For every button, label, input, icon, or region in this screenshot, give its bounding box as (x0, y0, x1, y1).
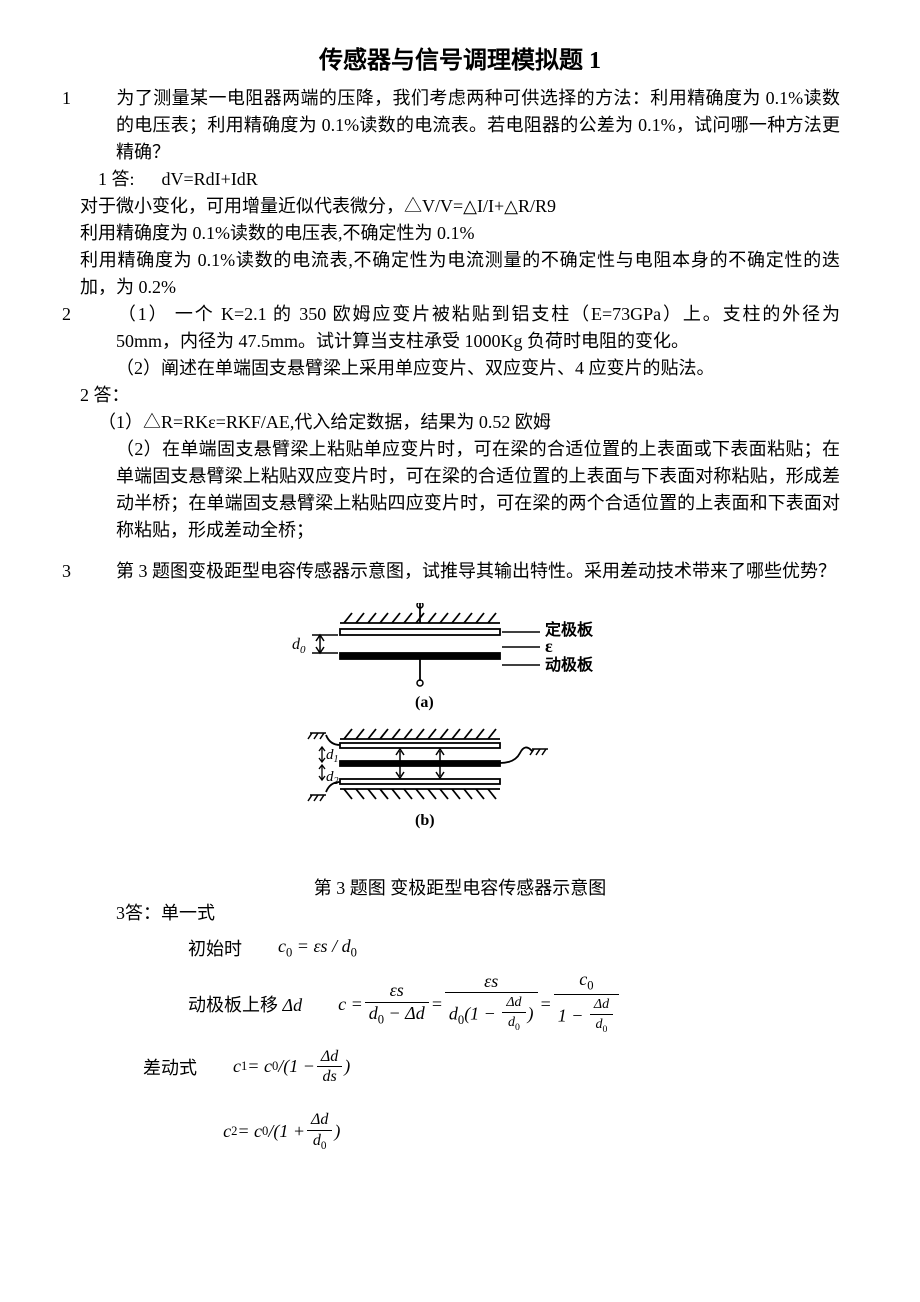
q3-fig-caption: 第 3 题图 变极距型电容传感器示意图 (80, 874, 840, 900)
page-title: 传感器与信号调理模拟题 1 (80, 40, 840, 75)
q2-p1: 2（1） 一个 K=2.1 的 350 欧姆应变片被粘贴到铝支柱（E=73GPa… (80, 301, 840, 355)
q3-num: 3 (89, 558, 116, 585)
fig-label-a: (a) (415, 694, 434, 711)
q2-ans-p1: （1）△R=RKε=RKF/AE,代入给定数据，结果为 0.52 欧姆 (80, 409, 840, 436)
q2-num: 2 (89, 301, 116, 328)
q3-text: 3第 3 题图变极距型电容传感器示意图，试推导其输出特性。采用差动技术带来了哪些… (80, 558, 840, 585)
q2-p2: （2）阐述在单端固支悬臂梁上采用单应变片、双应变片、4 应变片的贴法。 (80, 355, 840, 382)
q1-ans-label-row: 1 答: dV=RdI+IdR (80, 166, 840, 193)
q3-math-move: 动极板上移 Δd c = εsd0 − Δd = εs d0(1 − Δdd0)… (80, 969, 840, 1039)
q3-math-diff1: 差动式 c1 = c0 /(1 − Δdds ) (80, 1047, 840, 1086)
q1-num: 1 (89, 85, 116, 112)
q1-ans-l1: dV=RdI+IdR (162, 169, 258, 189)
q1-body: 为了测量某一电阻器两端的压降，我们考虑两种可供选择的方法：利用精确度为 0.1%… (116, 88, 840, 162)
svg-text:d2: d2 (326, 769, 339, 787)
q3-body: 第 3 题图变极距型电容传感器示意图，试推导其输出特性。采用差动技术带来了哪些优… (116, 561, 836, 581)
q3-lbl-move: 动极板上移 Δd (80, 991, 338, 1017)
q1-ans-label: 1 答: (98, 169, 135, 189)
svg-text:d0: d0 (292, 636, 306, 656)
q3-lbl-init: 初始时 (80, 935, 278, 961)
q1-text: 1为了测量某一电阻器两端的压降，我们考虑两种可供选择的方法：利用精确度为 0.1… (80, 85, 840, 166)
q3-lbl-diff: 差动式 (80, 1054, 233, 1080)
svg-text:d1: d1 (326, 747, 339, 765)
q3-math-diff2: c2 = c0 /(1 + Δdd0 ) (80, 1110, 840, 1153)
q2-ans-label: 2 答： (80, 382, 840, 409)
q2-p1-body: （1） 一个 K=2.1 的 350 欧姆应变片被粘贴到铝支柱（E=73GPa）… (116, 304, 840, 351)
q3-ans-label: 3答：单一式 (80, 900, 840, 927)
svg-text:ε: ε (545, 636, 553, 656)
q1-ans-l4: 利用精确度为 0.1%读数的电流表,不确定性为电流测量的不确定性与电阻本身的不确… (80, 247, 840, 301)
q3-lbl-move-text: 动极板上移 (188, 995, 278, 1015)
q1-ans-l3: 利用精确度为 0.1%读数的电压表,不确定性为 0.1% (80, 220, 840, 247)
q1-ans-l2: 对于微小变化，可用增量近似代表微分，△V/V=△I/I+△R/R9 (80, 193, 840, 220)
q3-figure: 定极板 d0 ε 动极板 (a) (80, 603, 840, 868)
q3-math-init: 初始时 c0 = εs / d0 (80, 935, 840, 961)
document-page: 传感器与信号调理模拟题 1 1为了测量某一电阻器两端的压降，我们考虑两种可供选择… (0, 0, 920, 1201)
fig-label-b: (b) (415, 812, 435, 829)
q2-ans-p2: （2）在单端固支悬臂梁上粘贴单应变片时，可在梁的合适位置的上表面或下表面粘贴；在… (80, 436, 840, 544)
fig-label-moving: 动极板 (545, 655, 594, 674)
